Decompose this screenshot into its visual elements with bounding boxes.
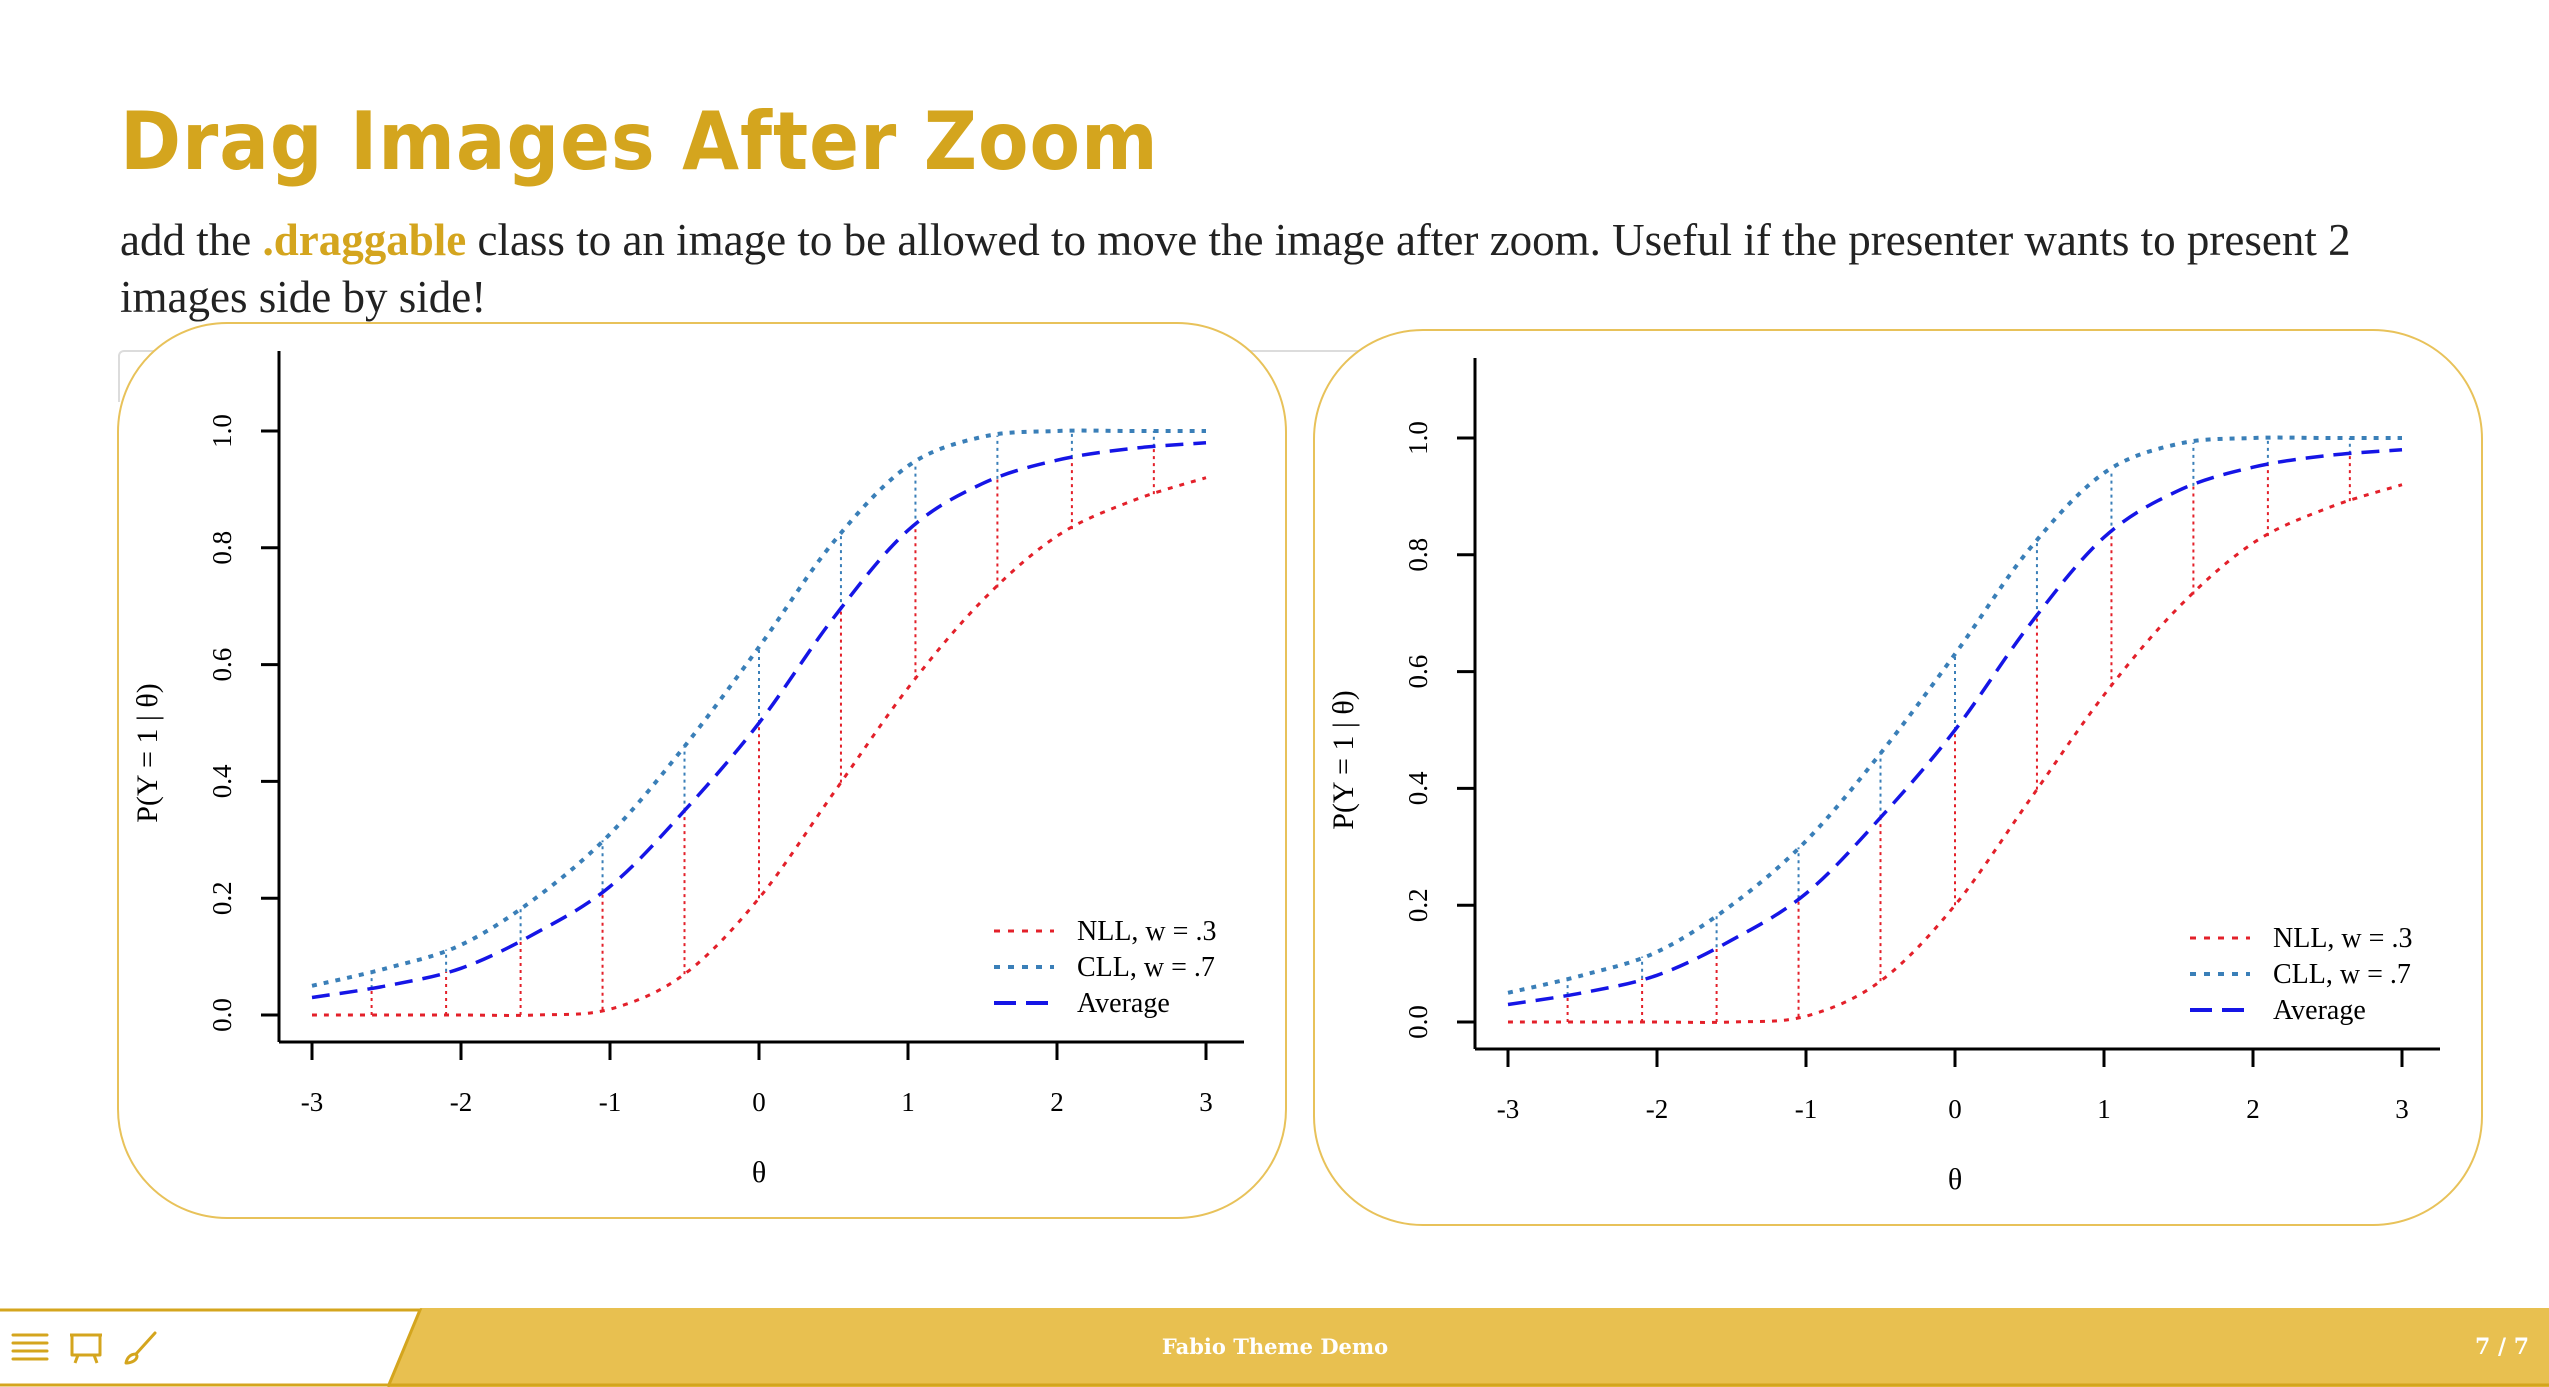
y-axis-label: P(Y = 1 | θ) xyxy=(131,683,164,823)
menu-icon[interactable] xyxy=(10,1330,50,1366)
x-tick-label: -2 xyxy=(1646,1094,1669,1124)
legend-entry: CLL, w = .7 xyxy=(2273,959,2411,990)
x-axis-label: θ xyxy=(752,1156,766,1189)
y-tick-label: 0.6 xyxy=(1403,655,1433,689)
x-tick-label: 2 xyxy=(2246,1094,2260,1124)
x-tick-label: 1 xyxy=(901,1087,915,1117)
series-line-2 xyxy=(1507,435,2402,995)
y-tick-label: 0.4 xyxy=(1403,771,1433,805)
legend-entry: NLL, w = .3 xyxy=(1077,916,1216,947)
draggable-image-left[interactable]: 0.0 0.2 0.4 0.6 0.8 1.0 -3 -2 -1 0 1 2 3 θ P(Y = 1 | θ… xyxy=(117,322,1287,1219)
y-tick-label: 1.0 xyxy=(207,414,237,448)
footer-band xyxy=(0,1308,2549,1387)
x-tick-label: 0 xyxy=(1948,1094,1962,1124)
legend-entry: NLL, w = .3 xyxy=(2273,923,2412,954)
y-tick-label: 0.0 xyxy=(1403,1005,1433,1039)
description-text-start: add the xyxy=(120,215,263,265)
x-tick-label: -1 xyxy=(599,1087,622,1117)
presentation-icon[interactable] xyxy=(68,1330,104,1366)
draggable-image-right[interactable]: 0.0 0.2 0.4 0.6 0.8 1.0 -3 -2 -1 0 1 2 3 θ P(Y = 1 | θ… xyxy=(1313,329,2483,1226)
x-tick-label: -3 xyxy=(1497,1094,1520,1124)
draggable-class-code: .draggable xyxy=(262,215,467,265)
footer-bar: Fabio Theme Demo 7 / 7 xyxy=(0,1308,2549,1387)
x-axis-label: θ xyxy=(1948,1163,1962,1196)
footer-presentation-title: Fabio Theme Demo xyxy=(1161,1334,1389,1359)
x-tick-label: 2 xyxy=(1050,1087,1064,1117)
y-tick-label: 0.0 xyxy=(207,998,237,1032)
y-tick-label: 0.2 xyxy=(207,881,237,915)
y-tick-label: 0.8 xyxy=(1403,538,1433,572)
y-tick-label: 0.8 xyxy=(207,531,237,565)
y-tick-label: 0.6 xyxy=(207,648,237,682)
y-tick-label: 1.0 xyxy=(1403,421,1433,455)
x-tick-label: 3 xyxy=(1199,1087,1213,1117)
description-text-end: class to an image to be allowed to move … xyxy=(120,215,2351,322)
legend-entry: CLL, w = .7 xyxy=(1077,952,1215,983)
x-tick-label: 0 xyxy=(752,1087,766,1117)
slide-description: add the .draggable class to an image to … xyxy=(120,212,2380,326)
chart-right: 0.0 0.2 0.4 0.6 0.8 1.0 -3 -2 -1 0 1 2 3 θ P(Y = 1 | θ… xyxy=(1327,358,2440,1196)
x-tick-label: 1 xyxy=(2097,1094,2111,1124)
slide-title: Drag Images After Zoom xyxy=(120,95,1159,188)
legend-entry: Average xyxy=(2273,995,2366,1026)
y-tick-label: 0.4 xyxy=(207,764,237,798)
series-line-2 xyxy=(311,428,1206,988)
legend-entry: Average xyxy=(1077,988,1170,1019)
x-tick-label: -1 xyxy=(1795,1094,1818,1124)
x-tick-label: 3 xyxy=(2395,1094,2409,1124)
brush-icon[interactable] xyxy=(122,1330,158,1366)
series-line-3 xyxy=(1507,447,2403,1007)
series-line-3 xyxy=(311,440,1207,1000)
y-axis-label: P(Y = 1 | θ) xyxy=(1327,690,1360,830)
chart-left: 0.0 0.2 0.4 0.6 0.8 1.0 -3 -2 -1 0 1 2 3 θ P(Y = 1 | θ… xyxy=(131,351,1244,1189)
page-number: 7 / 7 xyxy=(2475,1334,2529,1360)
series-line-1 xyxy=(1508,483,2403,1024)
x-tick-label: -3 xyxy=(301,1087,324,1117)
x-tick-label: -2 xyxy=(450,1087,473,1117)
footer-controls xyxy=(10,1328,158,1368)
series-line-1 xyxy=(312,476,1207,1017)
y-tick-label: 0.2 xyxy=(1403,888,1433,922)
